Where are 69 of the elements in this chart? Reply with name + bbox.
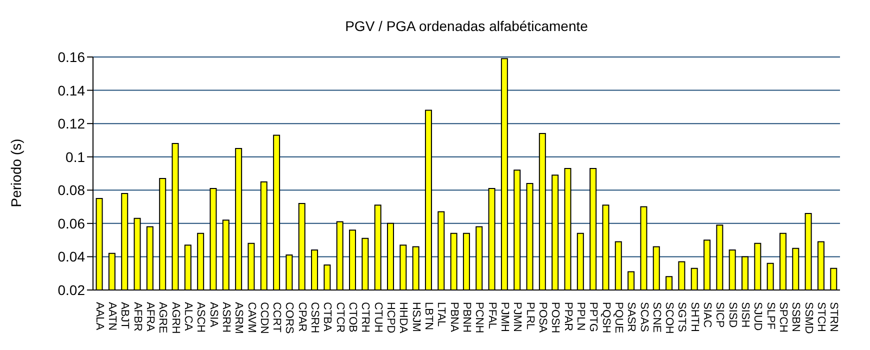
x-tick-label: AATN bbox=[106, 302, 118, 331]
x-tick-label: CCRT bbox=[270, 302, 283, 333]
x-tick-label: SHTH bbox=[688, 302, 700, 332]
x-tick-label: PLRL bbox=[524, 302, 536, 330]
x-tick-label: SISD bbox=[726, 302, 738, 328]
x-tick-label: LBTN bbox=[422, 302, 435, 330]
y-tick-label: 0.12 bbox=[58, 116, 86, 132]
x-tick-label: ASRH bbox=[220, 302, 232, 333]
x-tick-label: SGTS bbox=[676, 302, 688, 332]
chart-title: PGV / PGA ordenadas alfabéticamente bbox=[344, 18, 589, 34]
x-tick-label: ASRM bbox=[232, 302, 245, 334]
x-tick-label: CSRH bbox=[308, 302, 321, 334]
x-tick-label: ALCA bbox=[182, 302, 194, 332]
x-tick-label: HCPD bbox=[384, 302, 397, 334]
x-tick-label: CTRH bbox=[359, 302, 372, 333]
x-tick-label: PBNH bbox=[460, 302, 472, 333]
x-tick-label: POSA bbox=[536, 302, 548, 334]
x-tick-label: SCOH bbox=[663, 302, 676, 334]
x-tick-label: PQSH bbox=[600, 302, 612, 334]
x-tick-label: AALA bbox=[93, 302, 106, 331]
x-tick-label: AGRE bbox=[156, 302, 169, 334]
x-tick-label: PBNA bbox=[448, 302, 460, 333]
x-tick-label: SSBN bbox=[790, 302, 802, 332]
x-tick-label: POSH bbox=[549, 302, 562, 334]
x-tick-label: PPTG bbox=[587, 302, 600, 332]
x-tick-label: HHDA bbox=[397, 302, 410, 334]
x-tick-label: PJMN bbox=[511, 302, 524, 332]
y-tick-label: 0.02 bbox=[58, 282, 86, 298]
x-tick-label: ASIA bbox=[207, 302, 220, 328]
x-tick-label: PFAL bbox=[486, 302, 498, 329]
x-tick-label: HSJM bbox=[410, 302, 422, 332]
x-tick-label: CTCR bbox=[334, 302, 346, 333]
x-tick-label: SLPF bbox=[764, 302, 776, 330]
x-tick-label: AFRA bbox=[144, 302, 156, 332]
y-tick-label: 0.06 bbox=[58, 215, 86, 232]
x-tick-label: SCAS bbox=[638, 302, 650, 332]
x-tick-label: SJUD bbox=[752, 302, 764, 331]
x-tick-label: AFBR bbox=[131, 302, 144, 332]
x-tick-label: SPCH bbox=[777, 302, 790, 333]
x-tick-label: PQUE bbox=[612, 302, 624, 334]
x-tick-label: AGRH bbox=[169, 302, 182, 334]
x-tick-label: ABJT bbox=[118, 302, 131, 330]
x-tick-label: STCH bbox=[815, 302, 828, 332]
x-tick-label: PPLN bbox=[574, 302, 586, 331]
y-tick-label: 0.08 bbox=[58, 182, 86, 198]
x-tick-label: SICP bbox=[714, 302, 726, 328]
x-tick-label: SIAC bbox=[701, 302, 714, 328]
y-tick-label: 0.1 bbox=[66, 148, 86, 165]
x-tick-label: CTUH bbox=[372, 302, 384, 333]
x-tick-label: SSMD bbox=[802, 302, 814, 334]
x-tick-label: CORS bbox=[283, 302, 296, 334]
x-tick-label: PPAR bbox=[562, 302, 574, 332]
x-tick-label: SASR bbox=[625, 302, 638, 332]
x-tick-label: SISH bbox=[739, 302, 752, 328]
x-tick-label: CAVM bbox=[245, 302, 258, 333]
y-tick-label: 0.04 bbox=[58, 248, 86, 265]
x-tick-label: PJMH bbox=[498, 302, 510, 332]
x-tick-label: STRN bbox=[828, 302, 840, 332]
x-tick-label: SCNE bbox=[650, 302, 662, 333]
x-tick-label: PCNH bbox=[473, 302, 486, 334]
x-tick-label: CPAR bbox=[296, 302, 308, 332]
y-tick-label: 0.14 bbox=[58, 82, 86, 98]
x-tick-label: CTBA bbox=[321, 302, 334, 332]
x-tick-label: CTOB bbox=[346, 302, 359, 332]
x-tick-label: CCDN bbox=[258, 302, 270, 334]
x-tick-label: LTAL bbox=[435, 302, 448, 327]
y-axis-title: Periodo (s) bbox=[8, 138, 24, 208]
y-tick-label: 0.16 bbox=[58, 48, 86, 65]
x-tick-label: ASCH bbox=[194, 302, 207, 333]
